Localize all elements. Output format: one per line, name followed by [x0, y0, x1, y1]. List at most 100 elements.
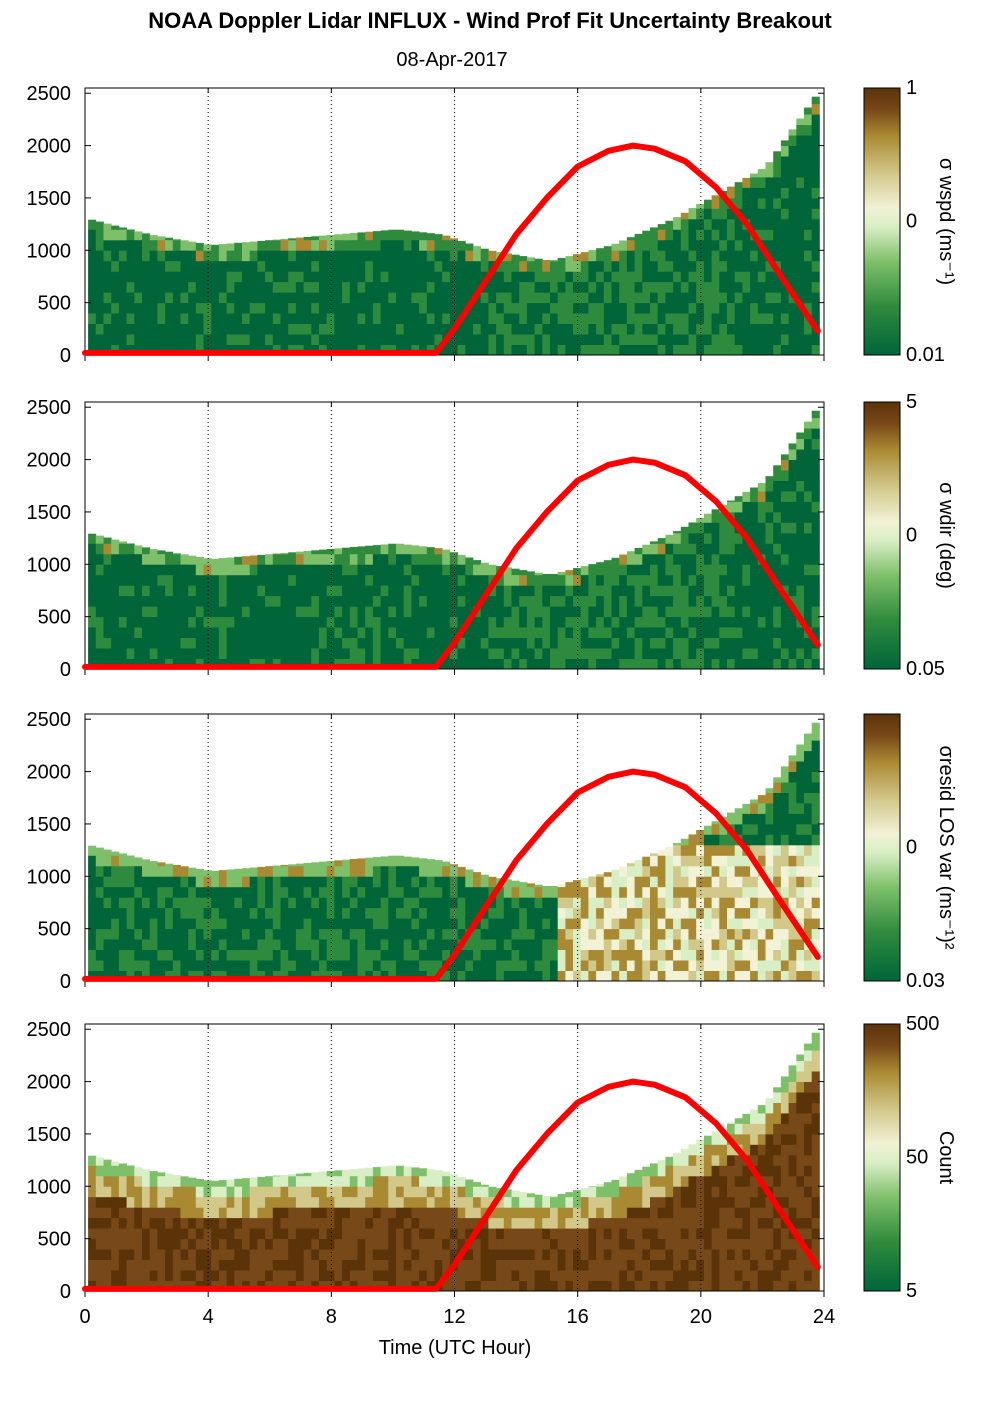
heatmap-cell: [449, 897, 458, 909]
heatmap-cell: [295, 271, 304, 283]
heatmap-cell: [580, 595, 589, 607]
heatmap-cell: [396, 1249, 405, 1260]
heatmap-cell: [342, 1207, 351, 1219]
heatmap-cell: [734, 949, 743, 961]
heatmap-cell: [457, 240, 466, 251]
heatmap-cell: [780, 156, 789, 167]
heatmap-cell: [557, 960, 566, 971]
heatmap-cell: [111, 918, 120, 930]
heatmap-cell: [796, 1102, 805, 1114]
heatmap-cell: [650, 928, 659, 940]
heatmap-cell: [588, 564, 597, 576]
heatmap-cell: [596, 949, 605, 961]
heatmap-cell: [172, 292, 181, 304]
heatmap-cell: [573, 1259, 582, 1271]
heatmap-cell: [126, 585, 135, 597]
heatmap-cell: [757, 1217, 766, 1229]
heatmap-cell: [372, 907, 381, 919]
heatmap-cell: [757, 169, 766, 178]
heatmap-cell: [134, 1175, 143, 1187]
heatmap-cell: [103, 1159, 112, 1166]
heatmap-cell: [195, 960, 204, 971]
heatmap-cell: [465, 876, 474, 888]
heatmap-cell: [703, 532, 712, 544]
heatmap-cell: [142, 585, 151, 597]
heatmap-cell: [788, 1092, 797, 1103]
heatmap-cell: [596, 886, 605, 898]
heatmap-cell: [619, 240, 628, 251]
heatmap-cell: [249, 616, 258, 628]
heatmap-cell: [757, 511, 766, 523]
heatmap-cell: [311, 302, 320, 314]
heatmap-cell: [719, 1144, 728, 1156]
heatmap-cell: [596, 1238, 605, 1250]
heatmap-cell: [257, 1228, 266, 1240]
heatmap-cell: [365, 865, 374, 877]
heatmap-cell: [596, 323, 605, 335]
heatmap-cell: [619, 866, 628, 877]
heatmap-cell: [180, 866, 189, 877]
heatmap-cell: [642, 1259, 651, 1271]
heatmap-cell: [657, 302, 666, 314]
heatmap-cell: [426, 553, 435, 565]
heatmap-cell: [580, 606, 589, 618]
heatmap-cell: [680, 886, 689, 898]
heatmap-cell: [603, 1280, 612, 1292]
heatmap-cell: [688, 928, 697, 940]
heatmap-cell: [218, 648, 227, 659]
heatmap-cell: [111, 564, 120, 576]
heatmap-cell: [419, 250, 428, 262]
heatmap-cell: [142, 897, 151, 909]
heatmap-cell: [703, 543, 712, 555]
heatmap-cell: [650, 616, 659, 628]
heatmap-cell: [688, 1259, 697, 1271]
heatmap-cell: [419, 292, 428, 304]
heatmap-cell: [449, 1280, 458, 1292]
heatmap-cell: [811, 918, 820, 930]
heatmap-cell: [650, 960, 659, 971]
heatmap-cell: [703, 897, 712, 909]
heatmap-cell: [750, 532, 759, 544]
heatmap-cell: [680, 838, 689, 846]
heatmap-cell: [172, 1196, 181, 1208]
heatmap-cell: [673, 250, 682, 262]
heatmap-cell: [142, 918, 151, 930]
heatmap-cell: [796, 803, 805, 814]
heatmap-cell: [188, 886, 197, 898]
heatmap-cell: [257, 564, 266, 576]
heatmap-cell: [411, 949, 420, 961]
heatmap-cell: [650, 876, 659, 888]
heatmap-cell: [642, 574, 651, 586]
heatmap-cell: [165, 281, 174, 293]
heatmap-cell: [619, 574, 628, 586]
heatmap-cell: [326, 1249, 335, 1260]
heatmap-cell: [634, 595, 643, 607]
heatmap-cell: [303, 1238, 312, 1250]
heatmap-cell: [742, 1186, 751, 1198]
heatmap-cell: [288, 864, 297, 867]
heatmap-cell: [426, 876, 435, 888]
heatmap-cell: [642, 648, 651, 659]
heatmap-cell: [727, 564, 736, 576]
heatmap-cell: [780, 1123, 789, 1135]
heatmap-cell: [788, 323, 797, 335]
heatmap-cell: [272, 302, 281, 314]
heatmap-cell: [396, 886, 405, 898]
heatmap-cell: [465, 1259, 474, 1271]
heatmap-cell: [688, 532, 697, 544]
heatmap-cell: [657, 595, 666, 607]
heatmap-cell: [565, 570, 574, 576]
heatmap-cell: [780, 1076, 789, 1082]
heatmap-cell: [311, 1270, 320, 1281]
heatmap-cell: [765, 658, 774, 670]
heatmap-cell: [157, 1207, 166, 1219]
heatmap-cell: [295, 918, 304, 930]
heatmap-cell: [711, 1186, 720, 1198]
heatmap-cell: [365, 918, 374, 930]
heatmap-cell: [757, 491, 766, 502]
heatmap-cell: [303, 1207, 312, 1219]
heatmap-cell: [95, 250, 104, 262]
heatmap-cell: [650, 302, 659, 314]
heatmap-cell: [172, 553, 181, 555]
heatmap-cell: [118, 1228, 127, 1240]
